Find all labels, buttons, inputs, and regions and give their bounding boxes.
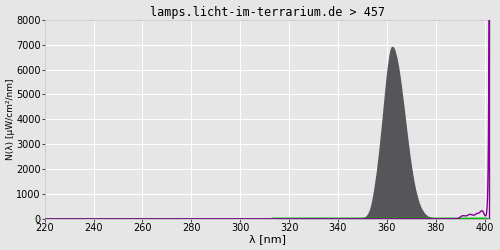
Y-axis label: N(λ) [µW/cm²/nm]: N(λ) [µW/cm²/nm] xyxy=(6,78,15,160)
Title: lamps.licht-im-terrarium.de > 457: lamps.licht-im-terrarium.de > 457 xyxy=(150,6,384,18)
X-axis label: λ [nm]: λ [nm] xyxy=(248,234,286,244)
